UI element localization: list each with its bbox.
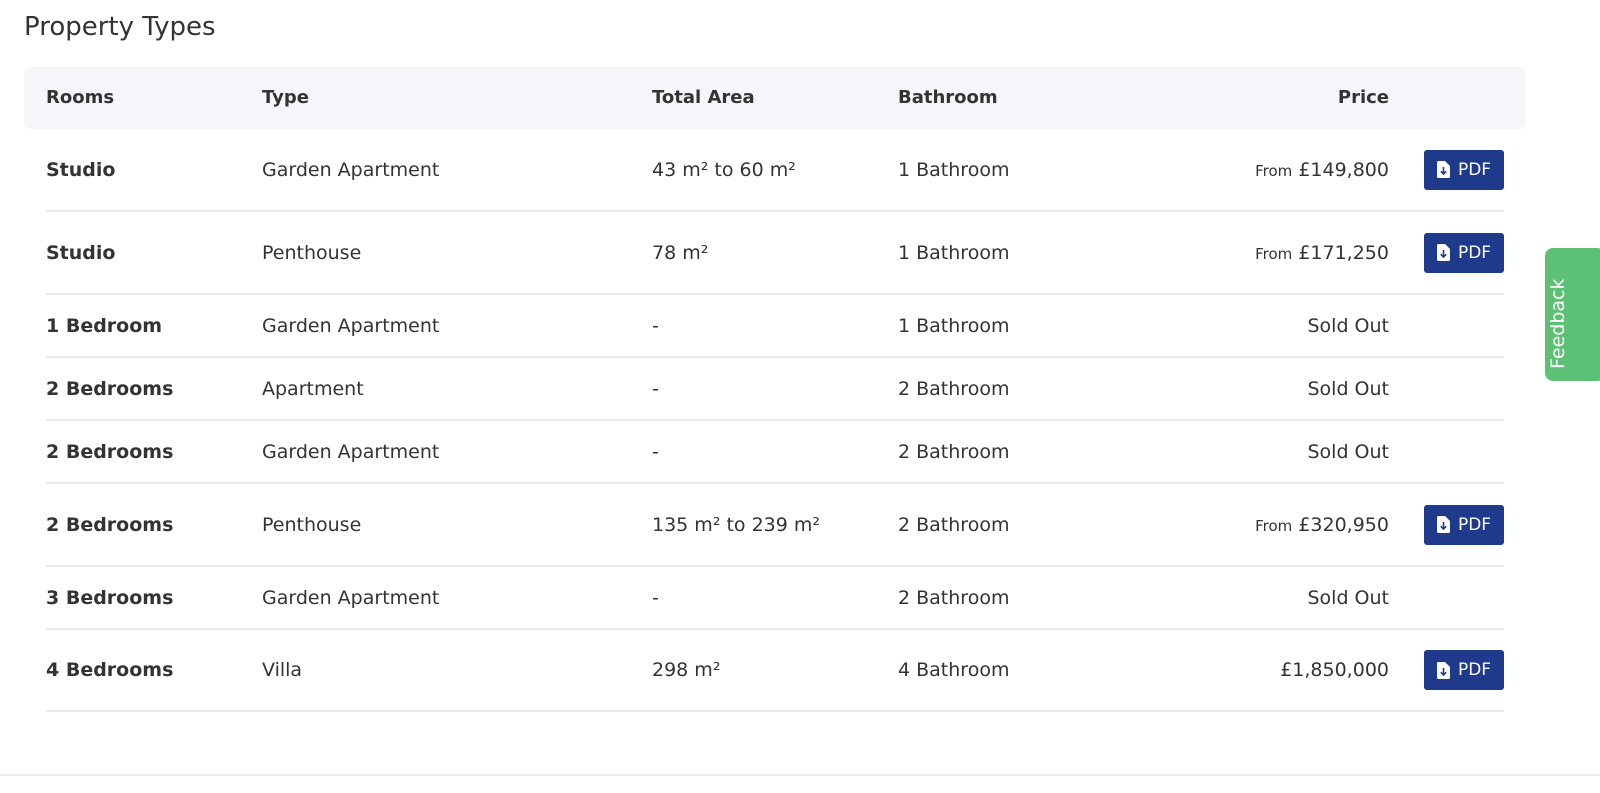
price-cell: Sold Out	[1307, 315, 1389, 337]
area-cell: 298 m²	[652, 659, 721, 681]
table-row: 2 Bedrooms Penthouse 135 m² to 239 m² 2 …	[46, 484, 1504, 567]
pdf-label: PDF	[1457, 242, 1492, 263]
table-header: Rooms Type Total Area Bathroom Price	[24, 67, 1526, 129]
price-prefix: From	[1255, 161, 1293, 180]
price-cell: Sold Out	[1307, 378, 1389, 400]
table-row: 1 Bedroom Garden Apartment - 1 Bathroom …	[46, 295, 1504, 358]
area-cell: -	[652, 586, 659, 609]
type-cell: Apartment	[262, 377, 364, 400]
table-row: Studio Garden Apartment 43 m² to 60 m² 1…	[46, 129, 1504, 212]
rooms-cell: 4 Bedrooms	[46, 659, 174, 681]
price-cell: Sold Out	[1307, 441, 1389, 463]
rooms-cell: 2 Bedrooms	[46, 513, 174, 536]
type-cell: Villa	[262, 659, 303, 681]
area-cell: 135 m² to 239 m²	[652, 513, 821, 536]
rooms-cell: 2 Bedrooms	[46, 377, 174, 400]
type-cell: Penthouse	[262, 513, 362, 536]
pdf-label: PDF	[1457, 514, 1492, 535]
price-value: Sold Out	[1307, 440, 1389, 463]
area-cell: -	[652, 440, 659, 463]
col-bathroom: Bathroom	[898, 87, 998, 108]
bathroom-cell: 2 Bathroom	[898, 377, 1010, 400]
price-value: Sold Out	[1307, 586, 1389, 609]
bathroom-cell: 2 Bathroom	[898, 513, 1010, 536]
type-cell: Penthouse	[262, 241, 362, 264]
rooms-cell: Studio	[46, 158, 116, 181]
type-cell: Garden Apartment	[262, 314, 440, 337]
table-row: 4 Bedrooms Villa 298 m² 4 Bathroom £1,85…	[46, 630, 1504, 712]
pdf-download-button[interactable]: PDF	[1424, 149, 1504, 190]
table-row: 2 Bedrooms Apartment - 2 Bathroom Sold O…	[46, 358, 1504, 421]
price-cell: £1,850,000	[1280, 659, 1389, 681]
price-prefix: From	[1255, 516, 1293, 535]
price-prefix: From	[1255, 244, 1293, 263]
file-download-icon	[1436, 161, 1450, 178]
price-value: Sold Out	[1307, 314, 1389, 337]
table-row: Studio Penthouse 78 m² 1 Bathroom From £…	[46, 212, 1504, 295]
rooms-cell: Studio	[46, 241, 116, 264]
bathroom-cell: 4 Bathroom	[898, 659, 1010, 681]
col-area: Total Area	[652, 87, 755, 108]
price-value: £1,850,000	[1280, 659, 1389, 681]
area-cell: -	[652, 314, 659, 337]
feedback-label: Feedback	[1547, 278, 1569, 369]
price-cell: From £149,800	[1255, 159, 1389, 181]
price-value: £320,950	[1298, 513, 1389, 536]
rooms-cell: 2 Bedrooms	[46, 440, 174, 463]
type-cell: Garden Apartment	[262, 586, 440, 609]
divider	[0, 774, 1600, 776]
pdf-download-button[interactable]: PDF	[1424, 650, 1504, 690]
page-title: Property Types	[24, 12, 216, 42]
price-value: Sold Out	[1307, 377, 1389, 400]
bathroom-cell: 1 Bathroom	[898, 314, 1010, 337]
pdf-download-button[interactable]: PDF	[1424, 504, 1504, 545]
price-cell: From £171,250	[1255, 242, 1389, 264]
pdf-label: PDF	[1457, 660, 1492, 680]
file-download-icon	[1436, 661, 1450, 679]
col-rooms: Rooms	[46, 87, 115, 108]
price-cell: From £320,950	[1255, 514, 1389, 536]
bathroom-cell: 1 Bathroom	[898, 158, 1010, 181]
table-row: 3 Bedrooms Garden Apartment - 2 Bathroom…	[46, 567, 1504, 630]
pdf-download-button[interactable]: PDF	[1424, 232, 1504, 273]
price-value: £149,800	[1298, 158, 1389, 181]
area-cell: 78 m²	[652, 241, 709, 264]
bathroom-cell: 2 Bathroom	[898, 586, 1010, 609]
bathroom-cell: 2 Bathroom	[898, 440, 1010, 463]
rooms-cell: 1 Bedroom	[46, 314, 163, 337]
type-cell: Garden Apartment	[262, 158, 440, 181]
property-table: Studio Garden Apartment 43 m² to 60 m² 1…	[46, 129, 1504, 712]
file-download-icon	[1436, 244, 1450, 261]
file-download-icon	[1436, 516, 1450, 533]
area-cell: 43 m² to 60 m²	[652, 158, 796, 181]
bathroom-cell: 1 Bathroom	[898, 241, 1010, 264]
table-row: 2 Bedrooms Garden Apartment - 2 Bathroom…	[46, 421, 1504, 484]
col-type: Type	[262, 87, 309, 108]
area-cell: -	[652, 377, 659, 400]
rooms-cell: 3 Bedrooms	[46, 586, 174, 609]
col-price: Price	[1337, 87, 1389, 108]
pdf-label: PDF	[1457, 159, 1492, 180]
price-value: £171,250	[1298, 241, 1389, 264]
type-cell: Garden Apartment	[262, 440, 440, 463]
price-cell: Sold Out	[1307, 587, 1389, 609]
feedback-tab[interactable]: Feedback	[1545, 248, 1600, 381]
